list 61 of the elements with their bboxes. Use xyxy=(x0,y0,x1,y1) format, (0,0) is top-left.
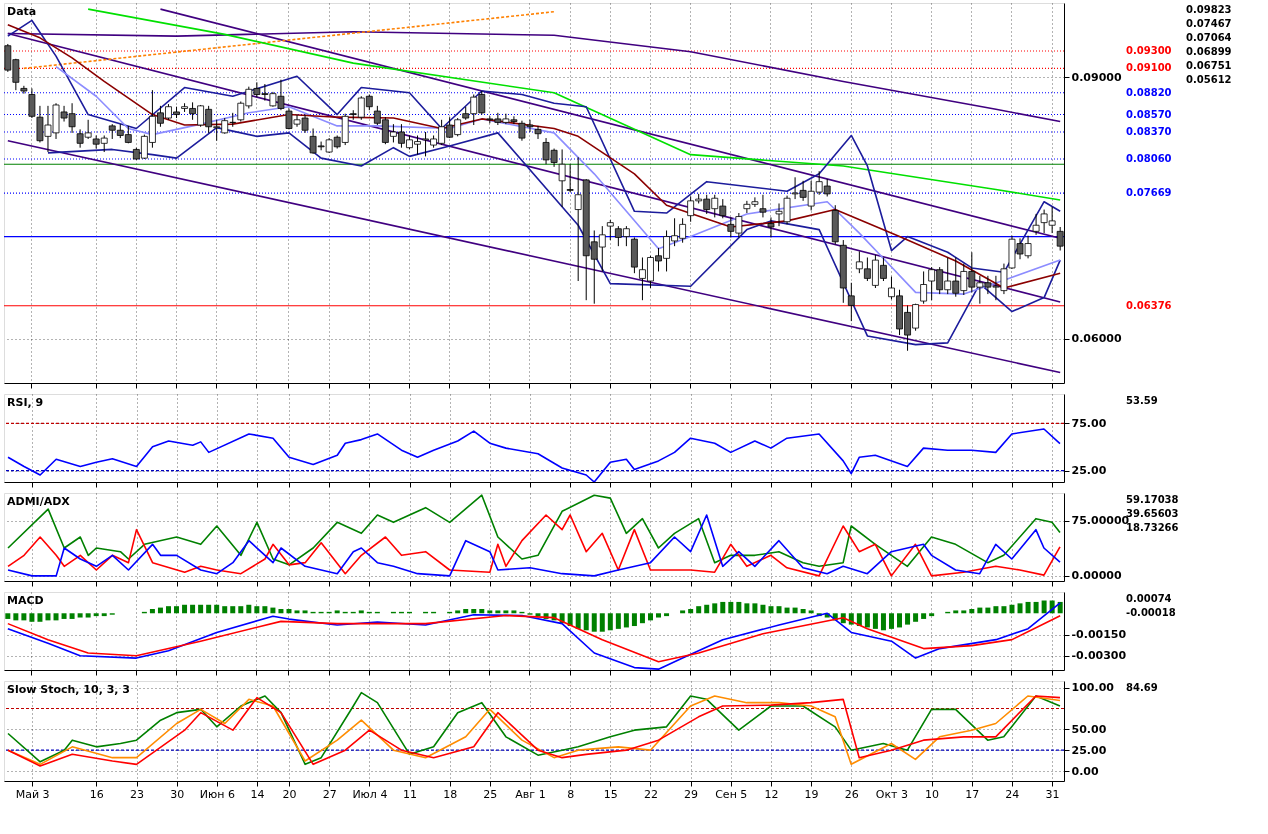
y-tick-label: -0.00300 xyxy=(1071,649,1127,663)
text: 59.17038 xyxy=(1126,494,1179,505)
y-tick-label: 100.00 xyxy=(1071,681,1115,695)
x-tick-label: 15 xyxy=(603,787,618,801)
ref-line-label: 0.08370 xyxy=(1126,125,1172,137)
y-tick-label: 0.06000 xyxy=(1071,332,1122,346)
y-tick-label: 25.00 xyxy=(1071,743,1107,757)
text: 0.06899 xyxy=(1186,46,1232,57)
text: 0.06751 xyxy=(1186,60,1232,71)
x-tick-label: Май 3 xyxy=(15,787,50,801)
chart-title: Data xyxy=(7,5,37,18)
x-tick-label: 31 xyxy=(1045,787,1060,801)
x-tick-label: 16 xyxy=(89,787,104,801)
y-tick-label: -0.00150 xyxy=(1071,628,1127,642)
x-tick-label: Окт 3 xyxy=(875,787,908,801)
y-tick-label: 0.00 xyxy=(1071,764,1099,778)
x-tick-label: 11 xyxy=(403,787,418,801)
x-tick-label: 20 xyxy=(282,787,297,801)
x-tick-label: Сен 5 xyxy=(715,787,748,801)
text: 84.69 xyxy=(1126,682,1158,693)
y-tick-label: 0.09000 xyxy=(1071,70,1122,84)
x-tick-label: 10 xyxy=(925,787,939,801)
ref-line-label: 0.08570 xyxy=(1126,108,1172,120)
x-tick-label: 25 xyxy=(483,787,498,801)
text: 0.07064 xyxy=(1186,32,1232,43)
x-tick-label: 27 xyxy=(322,787,337,801)
x-tick-label: 23 xyxy=(130,787,144,801)
x-tick-label: 14 xyxy=(250,787,265,801)
x-tick-label: Июл 4 xyxy=(352,787,388,801)
x-tick-label: 17 xyxy=(965,787,980,801)
ref-line-label: 0.09100 xyxy=(1126,62,1172,74)
chart-title: RSI, 9 xyxy=(7,396,44,409)
chart-title: ADMI/ADX xyxy=(7,495,71,508)
chart-title: MACD xyxy=(7,594,44,607)
y-tick-label: 50.00 xyxy=(1071,722,1107,736)
text: 0.09823 xyxy=(1186,4,1232,15)
x-tick-label: 12 xyxy=(764,787,779,801)
y-tick-label: 25.00 xyxy=(1071,464,1107,478)
y-tick-label: 75.00 xyxy=(1071,416,1107,430)
chart-title: Slow Stoch, 10, 3, 3 xyxy=(7,683,130,696)
y-tick-label: 0.00000 xyxy=(1071,569,1122,583)
x-tick-label: 22 xyxy=(643,787,658,801)
x-tick-label: 19 xyxy=(804,787,819,801)
text: 0.05612 xyxy=(1186,74,1232,85)
text: 53.59 xyxy=(1126,395,1158,406)
x-tick-label: 26 xyxy=(844,787,859,801)
x-tick-label: Июн 6 xyxy=(199,787,235,801)
x-tick-label: 18 xyxy=(443,787,458,801)
x-tick-label: Авг 1 xyxy=(515,787,546,801)
ref-line-label: 0.09300 xyxy=(1126,44,1172,56)
ref-line-label: 0.07669 xyxy=(1126,187,1172,199)
ref-line-label: 0.06376 xyxy=(1126,299,1172,311)
x-tick-label: 29 xyxy=(684,787,699,801)
x-tick-label: 24 xyxy=(1005,787,1020,801)
ref-line-label: 0.08820 xyxy=(1126,86,1172,98)
x-tick-label: 30 xyxy=(170,787,185,801)
ref-line-label: 0.08060 xyxy=(1126,153,1172,165)
x-tick-label: 8 xyxy=(567,787,575,801)
text: 0.07467 xyxy=(1186,18,1232,29)
text: -0.00018 xyxy=(1126,607,1176,618)
text: 0.00074 xyxy=(1126,593,1172,604)
